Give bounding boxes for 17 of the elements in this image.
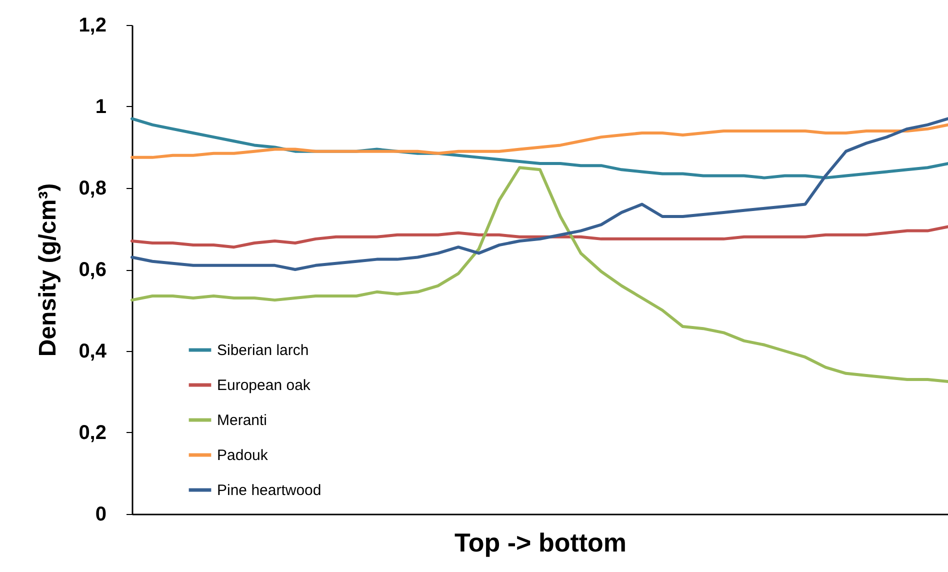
legend-label: European oak (217, 377, 311, 394)
y-tick-label: 1 (95, 96, 106, 118)
y-tick-label: 0 (95, 504, 106, 526)
y-tick-label: 1,2 (78, 14, 106, 36)
line-series (130, 225, 948, 249)
y-tick-label: 0,8 (78, 178, 106, 200)
y-axis-title: Density (g/cm³) (34, 183, 62, 357)
line-series (130, 117, 948, 271)
line-series (130, 123, 948, 159)
legend-label: Pine heartwood (217, 482, 322, 499)
y-tick-label: 0,6 (78, 259, 106, 281)
legend-label: Padouk (217, 447, 268, 464)
y-tick-label: 0,4 (78, 340, 108, 362)
legend-label: Meranti (217, 412, 268, 429)
legend-label: Siberian larch (217, 342, 309, 359)
y-tick-label: 0,2 (78, 422, 106, 444)
x-axis-title: Top -> bottom (454, 528, 627, 558)
